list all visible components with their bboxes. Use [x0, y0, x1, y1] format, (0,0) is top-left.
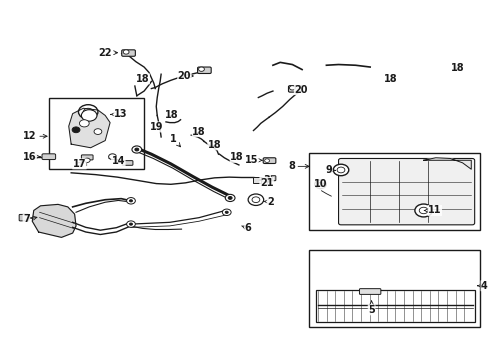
Circle shape	[94, 129, 102, 134]
Circle shape	[318, 183, 323, 186]
Bar	[49, 98, 144, 169]
Circle shape	[129, 200, 132, 202]
FancyBboxPatch shape	[42, 154, 56, 159]
FancyBboxPatch shape	[359, 289, 380, 294]
Circle shape	[84, 158, 90, 162]
Circle shape	[247, 194, 263, 206]
Circle shape	[126, 198, 135, 204]
FancyBboxPatch shape	[265, 176, 275, 181]
Text: 17: 17	[73, 159, 86, 169]
FancyBboxPatch shape	[263, 158, 275, 163]
Bar	[309, 153, 479, 230]
FancyBboxPatch shape	[122, 161, 133, 165]
Circle shape	[228, 197, 232, 199]
Text: 10: 10	[313, 179, 326, 189]
Circle shape	[314, 180, 325, 189]
Polygon shape	[423, 158, 470, 169]
Circle shape	[132, 146, 142, 153]
Text: 12: 12	[23, 131, 47, 141]
FancyBboxPatch shape	[288, 86, 302, 92]
Text: 13: 13	[110, 109, 127, 120]
Circle shape	[332, 164, 348, 176]
Text: 4: 4	[477, 281, 487, 291]
Circle shape	[123, 50, 129, 54]
Circle shape	[225, 211, 228, 213]
FancyBboxPatch shape	[19, 215, 29, 221]
Text: 20: 20	[294, 85, 307, 95]
Text: 6: 6	[241, 224, 251, 233]
Circle shape	[126, 221, 135, 227]
Circle shape	[267, 176, 272, 180]
Text: 20: 20	[177, 71, 193, 81]
FancyBboxPatch shape	[122, 50, 135, 56]
Bar	[315, 290, 474, 322]
Text: 18: 18	[192, 127, 205, 136]
Circle shape	[198, 67, 204, 71]
Text: 18: 18	[164, 110, 178, 120]
Circle shape	[289, 86, 295, 90]
Text: 18: 18	[136, 74, 149, 84]
Circle shape	[79, 120, 89, 127]
Text: 5: 5	[367, 301, 374, 315]
Text: 7: 7	[23, 215, 37, 224]
Circle shape	[264, 159, 269, 162]
Circle shape	[414, 204, 431, 217]
Text: 8: 8	[287, 161, 308, 171]
Text: 14: 14	[111, 156, 125, 166]
Circle shape	[225, 194, 235, 202]
FancyBboxPatch shape	[338, 158, 474, 225]
Text: 9: 9	[325, 165, 335, 175]
Text: 18: 18	[230, 152, 244, 162]
Bar	[309, 250, 479, 327]
Text: 16: 16	[23, 152, 40, 162]
Polygon shape	[32, 204, 76, 237]
Circle shape	[222, 209, 231, 216]
Text: 2: 2	[264, 197, 273, 207]
Circle shape	[129, 223, 132, 225]
FancyBboxPatch shape	[197, 67, 211, 73]
Text: 1: 1	[169, 134, 180, 147]
Polygon shape	[69, 108, 110, 148]
Text: 21: 21	[259, 177, 273, 188]
Circle shape	[336, 167, 344, 173]
Circle shape	[81, 110, 97, 121]
Text: 11: 11	[424, 206, 441, 216]
Circle shape	[72, 127, 80, 133]
Text: 18: 18	[384, 74, 397, 84]
Circle shape	[251, 197, 259, 203]
FancyBboxPatch shape	[81, 155, 93, 160]
Text: 3: 3	[260, 175, 270, 185]
Circle shape	[418, 207, 427, 214]
Text: 18: 18	[207, 140, 221, 150]
Circle shape	[108, 154, 116, 159]
Text: 15: 15	[244, 155, 262, 165]
Circle shape	[78, 105, 98, 119]
Text: 19: 19	[149, 122, 163, 132]
Circle shape	[83, 108, 93, 116]
Text: 22: 22	[98, 48, 117, 58]
Text: 18: 18	[450, 63, 464, 73]
Circle shape	[135, 148, 139, 151]
